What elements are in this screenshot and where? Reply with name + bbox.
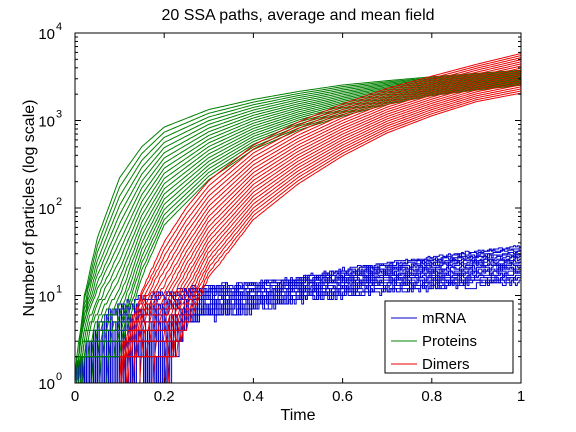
x-tick-label: 0: [71, 388, 79, 405]
series-dimers: [119, 52, 522, 384]
series-path-dimers: [119, 67, 522, 358]
series-path-dimers: [119, 80, 522, 384]
series-path-mrna: [75, 245, 521, 384]
y-tick-label: 10: [38, 201, 55, 218]
legend-label-mrna: mRNA: [422, 310, 466, 327]
y-tick-label: 10: [38, 114, 55, 131]
series-path-mrna: [75, 255, 521, 384]
series-path-dimers: [119, 71, 522, 384]
series-path-dimers: [119, 78, 522, 384]
y-tick-label: 10: [38, 376, 55, 393]
legend-box: [384, 300, 514, 374]
y-tick-exponent: 1: [56, 284, 62, 296]
y-axis-label: Number of particles (log scale): [21, 100, 38, 317]
y-tick-label: 10: [38, 26, 55, 43]
series-path-proteins: [75, 72, 522, 384]
series-path-dimers: [119, 55, 522, 358]
y-tick-exponent: 3: [56, 109, 62, 121]
series-path-dimers: [119, 63, 522, 358]
series-path-dimers: [119, 86, 522, 384]
legend-label-proteins: Proteins: [422, 333, 477, 350]
legend-label-dimers: Dimers: [422, 356, 470, 373]
y-tick-exponent: 2: [56, 196, 62, 208]
y-tick-label: 10: [38, 289, 55, 306]
x-tick-label: 0.6: [332, 388, 353, 405]
series-path-proteins: [75, 74, 522, 384]
series-path-dimers: [119, 88, 522, 384]
series-path-dimers: [119, 59, 522, 358]
x-axis-label: Time: [281, 407, 316, 424]
series-path-dimers: [119, 57, 522, 358]
series-path-dimers: [119, 73, 522, 384]
chart-title: 20 SSA paths, average and mean field: [161, 7, 434, 24]
series-path-dimers: [119, 52, 522, 358]
series-path-dimers: [119, 69, 522, 384]
x-tick-label: 1: [517, 388, 525, 405]
y-tick-exponent: 0: [56, 371, 62, 383]
series-path-proteins: [75, 80, 522, 384]
series-path-dimers: [119, 84, 522, 384]
series-path-dimers: [119, 92, 522, 384]
x-tick-label: 0.2: [154, 388, 175, 405]
series-path-dimers: [119, 61, 522, 358]
series-path-proteins: [75, 77, 522, 384]
series-path-proteins: [74, 71, 522, 384]
series-path-dimers: [119, 65, 522, 358]
series-path-proteins: [75, 79, 522, 384]
series-path-dimers: [119, 75, 522, 384]
series-path-proteins: [75, 84, 522, 384]
legend: mRNA Proteins Dimers: [384, 300, 514, 374]
series-path-dimers: [119, 82, 522, 384]
series-path-proteins: [75, 83, 522, 384]
series-path-proteins: [75, 76, 522, 384]
y-tick-exponent: 4: [56, 21, 62, 33]
series-path-proteins: [74, 69, 522, 384]
x-tick-label: 0.8: [421, 388, 442, 405]
x-tick-label: 0.4: [243, 388, 264, 405]
series-path-dimers: [119, 90, 522, 384]
